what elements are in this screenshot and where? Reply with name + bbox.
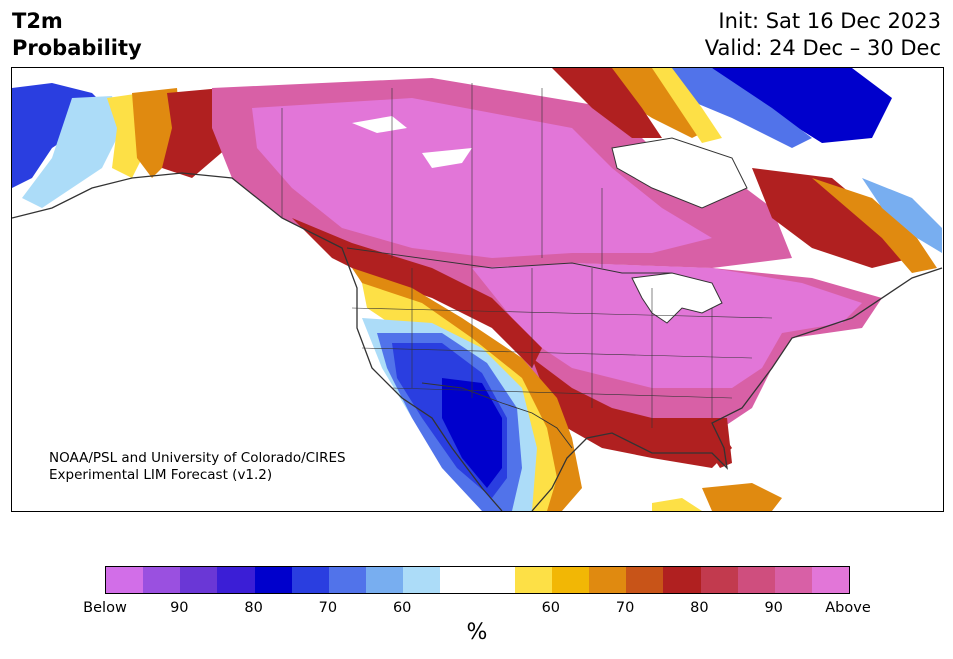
state-borders <box>351 268 773 428</box>
colorbar-cell <box>551 567 590 593</box>
caribbean-orange <box>702 483 782 511</box>
forecast-dates: Init: Sat 16 Dec 2023 Valid: 24 Dec – 30… <box>705 8 941 62</box>
greenland-mid-blue <box>652 68 812 148</box>
us-strong-above-region <box>472 263 862 388</box>
colorbar-cell <box>291 567 329 593</box>
great-bear-lake <box>352 116 407 133</box>
colorbar-cell <box>328 567 367 593</box>
coastline <box>12 172 943 511</box>
colorbar-tick-label: 90 <box>170 600 189 616</box>
canada-strong-above-region <box>252 98 712 258</box>
init-date: Init: Sat 16 Dec 2023 <box>718 9 941 33</box>
colorbar-tick-label: 70 <box>615 600 635 616</box>
province-borders <box>281 83 603 268</box>
title-quantity: Probability <box>12 36 142 60</box>
colorbar-tick-label: 70 <box>318 600 338 616</box>
map-title: T2m Probability <box>12 8 142 62</box>
colorbar-tick-label: 90 <box>764 600 783 616</box>
hudson-bay <box>611 137 748 209</box>
colorbar-cell <box>106 567 144 593</box>
colorbar-cell <box>143 567 181 593</box>
colorbar-tick-label: Above <box>825 600 871 616</box>
caribbean-yellow <box>652 498 702 511</box>
yukon-red-band <box>162 88 227 178</box>
arctic-yellow-band <box>652 68 722 143</box>
alaska-lightblue-region <box>22 96 122 208</box>
colorbar-cell <box>477 567 515 593</box>
great-lakes <box>631 272 723 324</box>
credit-line-2: Experimental LIM Forecast (v1.2) <box>49 467 273 483</box>
credit-text: NOAA/PSL and University of Colorado/CIRE… <box>49 450 346 484</box>
probability-colorbar <box>105 566 850 594</box>
map-panel <box>11 67 944 512</box>
colorbar-cell <box>811 567 850 593</box>
colorbar-cell <box>366 567 404 593</box>
probability-map <box>12 68 943 511</box>
colorbar-tick-label: 80 <box>244 600 263 616</box>
arctic-orange-band <box>602 68 712 138</box>
valid-range: Valid: 24 Dec – 30 Dec <box>704 36 941 60</box>
colorbar-tick-label: 80 <box>690 600 709 616</box>
labrador-blue-band <box>862 178 942 253</box>
us-mexico-border <box>421 382 573 449</box>
colorbar-cell <box>774 567 812 593</box>
southern-red-band <box>532 358 732 468</box>
labrador-red-band <box>752 168 912 268</box>
colorbar-cell <box>514 567 552 593</box>
credit-line-1: NOAA/PSL and University of Colorado/CIRE… <box>49 450 346 466</box>
colorbar-tick-label: 60 <box>541 600 561 616</box>
colorbar-cell <box>217 567 255 593</box>
colorbar-cell <box>254 567 292 593</box>
mexico-deep-blue-region <box>442 378 502 488</box>
us-canada-border <box>346 247 672 274</box>
colorbar-cell <box>700 567 738 593</box>
labrador-orange-band <box>812 178 937 273</box>
colorbar-unit: % <box>466 620 488 645</box>
colorbar-cell <box>737 567 775 593</box>
great-slave-lake <box>422 148 472 168</box>
greenland-blue-region <box>712 68 892 143</box>
colorbar-cell <box>403 567 441 593</box>
arctic-red-band <box>552 68 662 138</box>
colorbar-cell <box>180 567 218 593</box>
colorbar-cell <box>626 567 664 593</box>
colorbar-cell <box>589 567 627 593</box>
colorbar-tick-label: 60 <box>392 600 412 616</box>
title-variable: T2m <box>12 9 63 33</box>
colorbar-cell <box>663 567 701 593</box>
colorbar-tick-label: Below <box>83 600 127 616</box>
colorbar-cell <box>440 567 478 593</box>
